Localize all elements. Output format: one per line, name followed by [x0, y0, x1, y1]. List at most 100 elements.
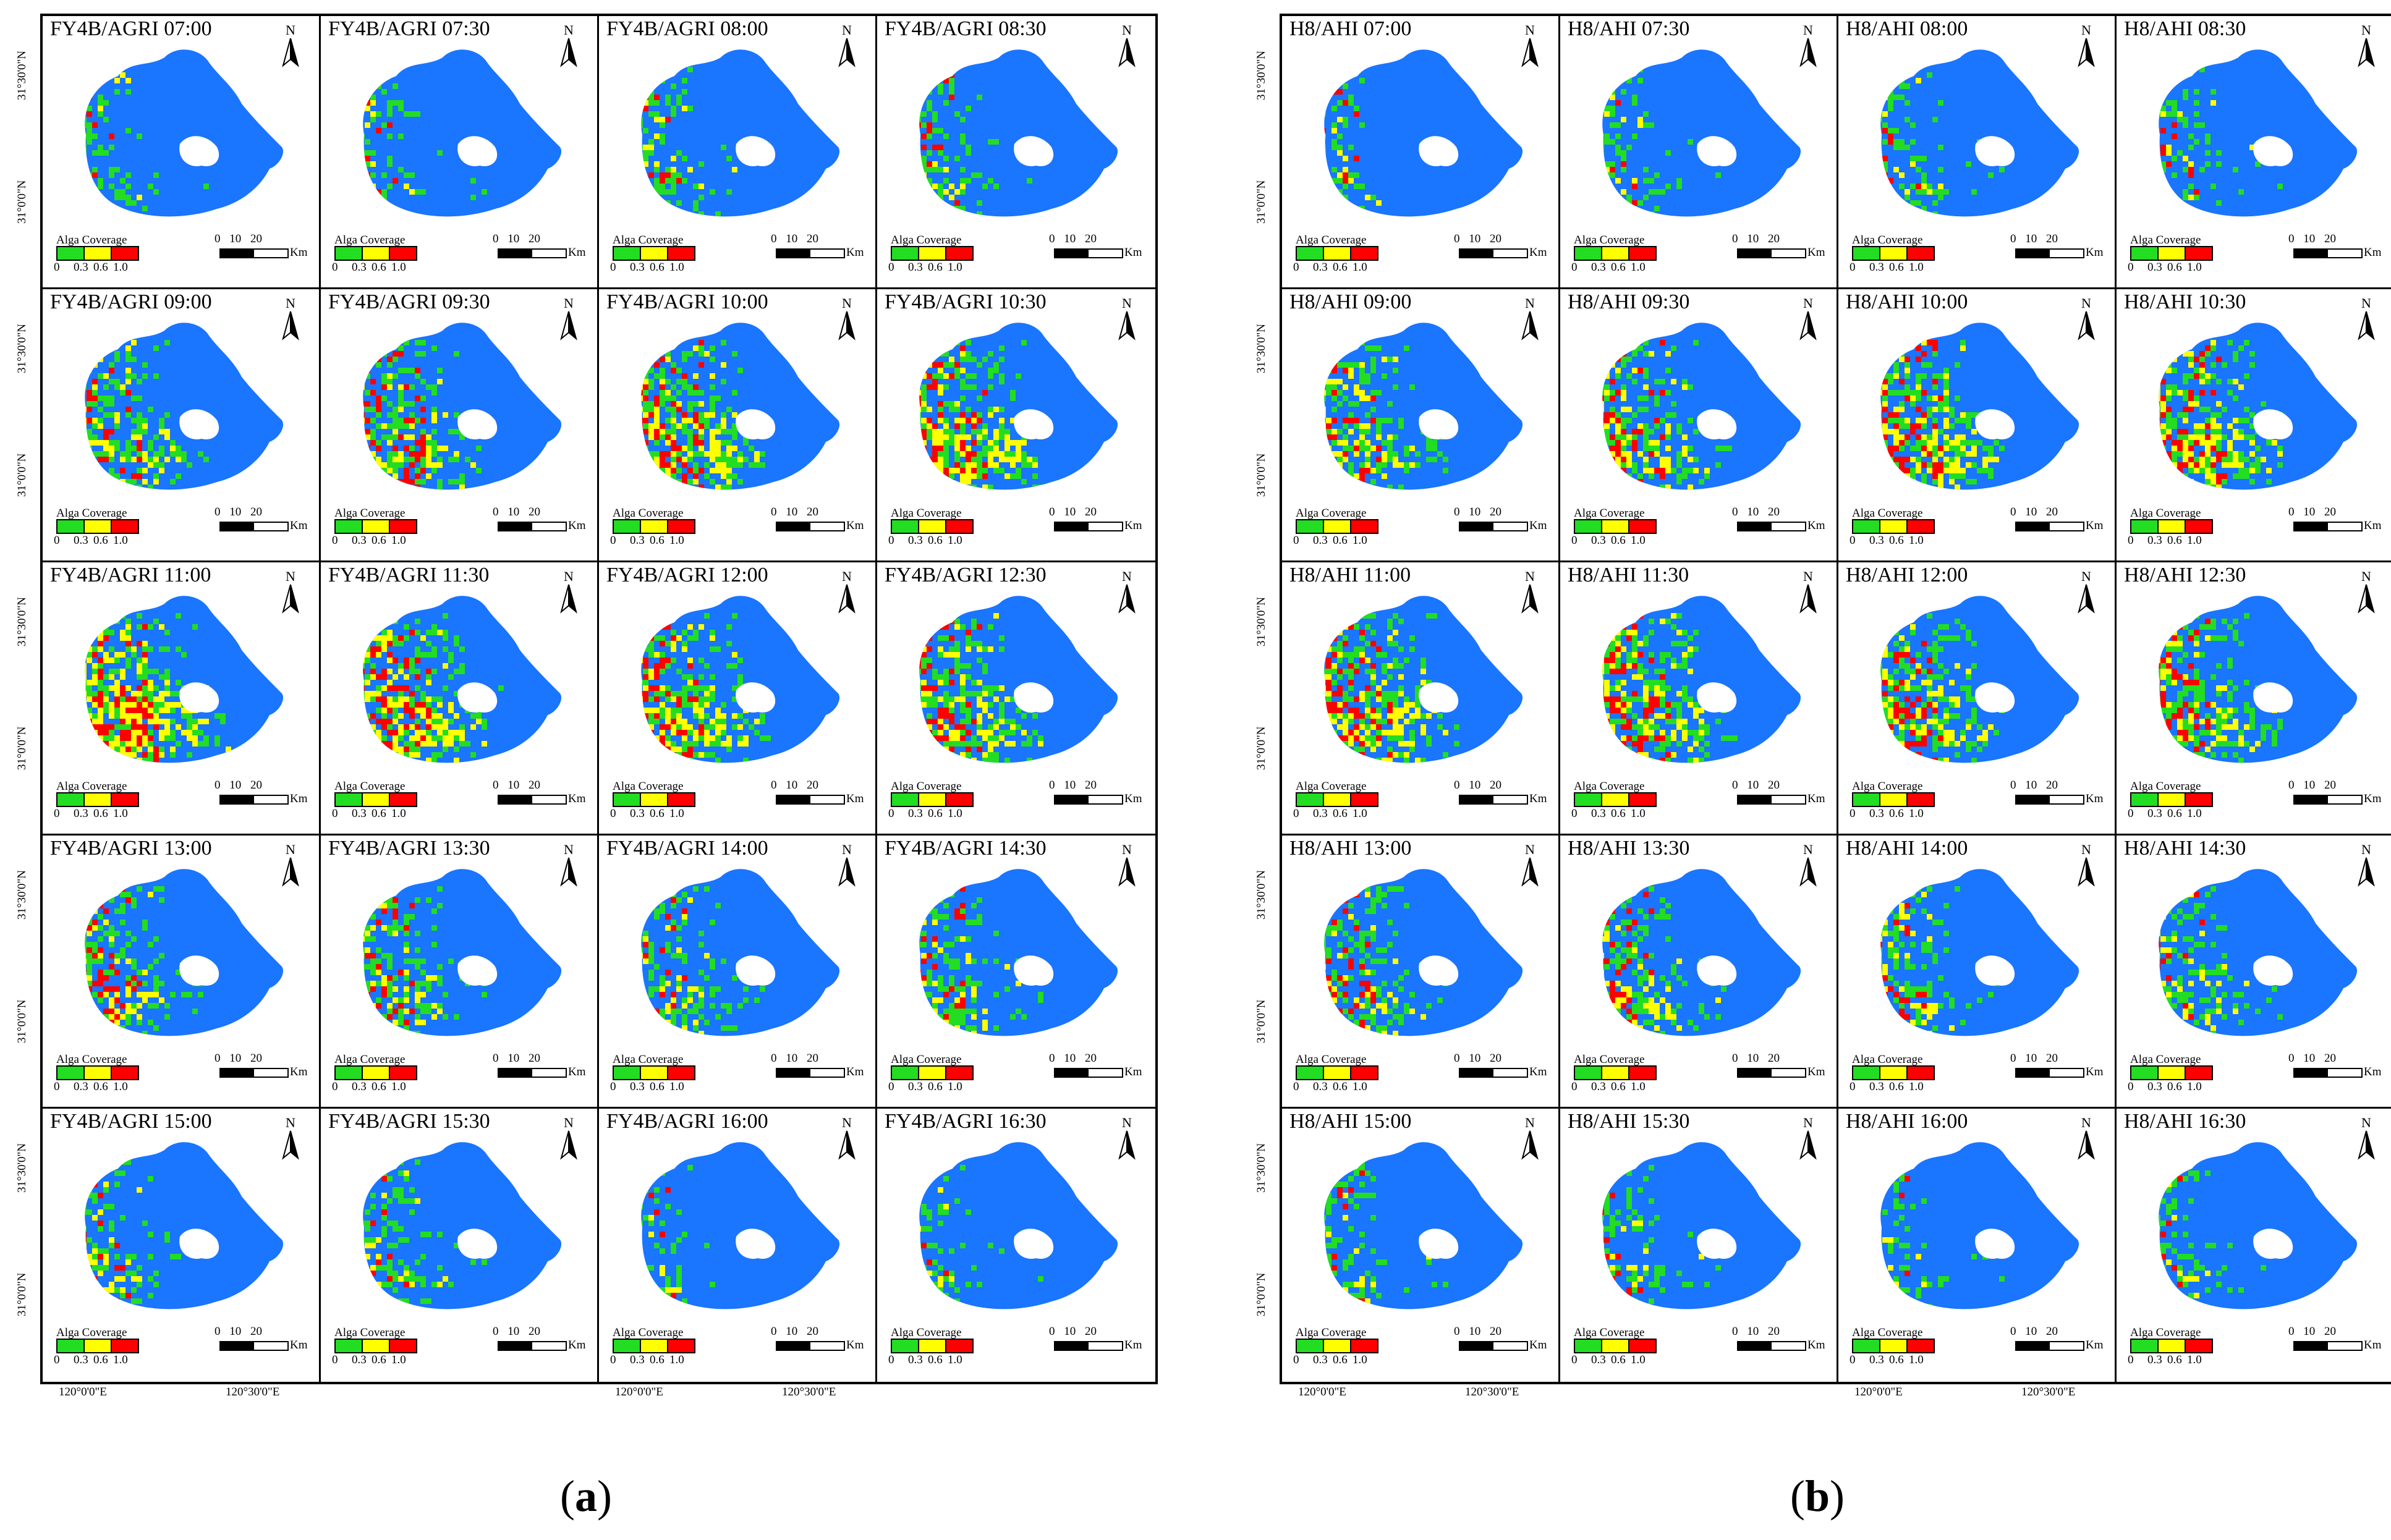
alga-pixel	[404, 1265, 409, 1271]
alga-pixel	[971, 741, 977, 747]
alga-pixel	[949, 635, 954, 641]
alga-pixel	[1938, 100, 1943, 106]
alga-pixel	[993, 696, 999, 702]
alga-pixel	[404, 997, 409, 1003]
alga-pixel	[125, 975, 131, 981]
alga-pixel	[710, 384, 715, 390]
alga-pixel	[109, 986, 114, 992]
alga-pixel	[393, 462, 398, 468]
alga-pixel	[943, 373, 949, 379]
alga-pixel	[85, 1198, 87, 1204]
alga-pixel	[131, 741, 137, 747]
alga-pixel	[363, 624, 365, 630]
alga-pixel	[704, 462, 710, 468]
alga-pixel	[693, 735, 699, 741]
alga-pixel	[1387, 357, 1393, 362]
alga-pixel	[120, 1215, 125, 1221]
alga-pixel	[954, 958, 960, 964]
alga-pixel	[932, 1271, 938, 1276]
alga-pixel	[665, 206, 671, 211]
alga-pixel	[954, 619, 960, 624]
alga-pixel	[676, 407, 682, 412]
alga-pixel	[1409, 462, 1415, 468]
alga-pixel	[1882, 184, 1888, 189]
alga-pixel	[398, 1003, 404, 1009]
alga-pixel	[665, 1293, 671, 1298]
alga-pixel	[1682, 384, 1688, 390]
alga-pixel	[404, 1298, 409, 1304]
north-label: N	[286, 22, 295, 38]
alga-pixel	[92, 1009, 98, 1014]
scale-bar-segment	[810, 1342, 827, 1350]
alga-pixel	[921, 156, 927, 161]
alga-pixel	[927, 178, 932, 184]
alga-pixel	[137, 713, 142, 719]
alga-pixel	[643, 429, 648, 434]
alga-pixel	[676, 981, 682, 986]
alga-pixel	[2194, 111, 2199, 117]
scale-bar-unit: Km	[2086, 246, 2104, 259]
alga-pixel	[960, 763, 966, 769]
alga-pixel	[103, 1287, 109, 1293]
alga-pixel	[1604, 167, 1610, 172]
alga-pixel	[643, 953, 648, 958]
alga-pixel	[693, 184, 699, 189]
alga-pixel	[665, 685, 671, 691]
alga-pixel	[153, 619, 159, 624]
alga-pixel	[114, 418, 120, 423]
alga-pixel	[98, 702, 103, 708]
alga-pixel	[120, 1293, 125, 1298]
alga-pixel	[376, 1159, 381, 1165]
alga-pixel	[949, 206, 954, 211]
alga-pixel	[1337, 457, 1343, 462]
alga-pixel	[363, 630, 365, 635]
alga-pixel	[1348, 340, 1354, 345]
alga-pixel	[921, 936, 927, 942]
legend-tick: 0.6	[650, 1353, 665, 1366]
alga-pixel	[92, 992, 98, 997]
alga-pixel	[148, 1293, 153, 1298]
alga-pixel	[114, 1265, 120, 1271]
alga-pixel	[1331, 357, 1337, 362]
alga-pixel	[988, 735, 993, 741]
alga-pixel	[1331, 407, 1337, 412]
alga-pixel	[1337, 172, 1343, 178]
alga-pixel	[125, 752, 131, 758]
alga-pixel	[641, 658, 643, 663]
alga-pixel	[142, 735, 148, 741]
alga-pixel	[409, 412, 415, 418]
alga-pixel	[949, 1304, 954, 1309]
alga-pixel	[988, 384, 993, 390]
alga-pixel	[142, 685, 148, 691]
alga-pixel	[376, 1304, 381, 1309]
alga-pixel	[1337, 89, 1343, 95]
alga-pixel	[993, 685, 999, 691]
alga-pixel	[938, 1209, 943, 1215]
alga-pixel	[454, 457, 459, 462]
legend-colorbar	[1296, 246, 1378, 261]
alga-pixel	[1899, 95, 1905, 100]
alga-pixel	[1888, 128, 1893, 133]
alga-pixel	[732, 724, 737, 730]
alga-pixel	[393, 1243, 398, 1248]
alga-pixel	[960, 1165, 966, 1170]
alga-pixel	[85, 730, 87, 735]
alga-pixel	[363, 1187, 365, 1193]
alga-pixel	[927, 663, 932, 669]
alga-pixel	[437, 368, 443, 373]
legend-swatch-low	[614, 1067, 641, 1079]
alga-pixel	[648, 139, 654, 145]
alga-pixel	[103, 741, 109, 747]
alga-pixel	[641, 953, 643, 958]
alga-pixel	[1610, 217, 1615, 222]
alga-pixel	[1354, 111, 1359, 117]
alga-pixel	[699, 752, 704, 758]
alga-pixel	[977, 473, 982, 479]
alga-pixel	[665, 434, 671, 440]
alga-pixel	[92, 401, 98, 407]
map-cell-title: FY4B/AGRI 10:30	[885, 290, 1047, 313]
alga-pixel	[921, 362, 927, 368]
alga-pixel	[721, 490, 726, 496]
legend-ticks: 0 0.3 0.6 1.0	[610, 261, 689, 274]
alga-pixel	[932, 145, 938, 150]
